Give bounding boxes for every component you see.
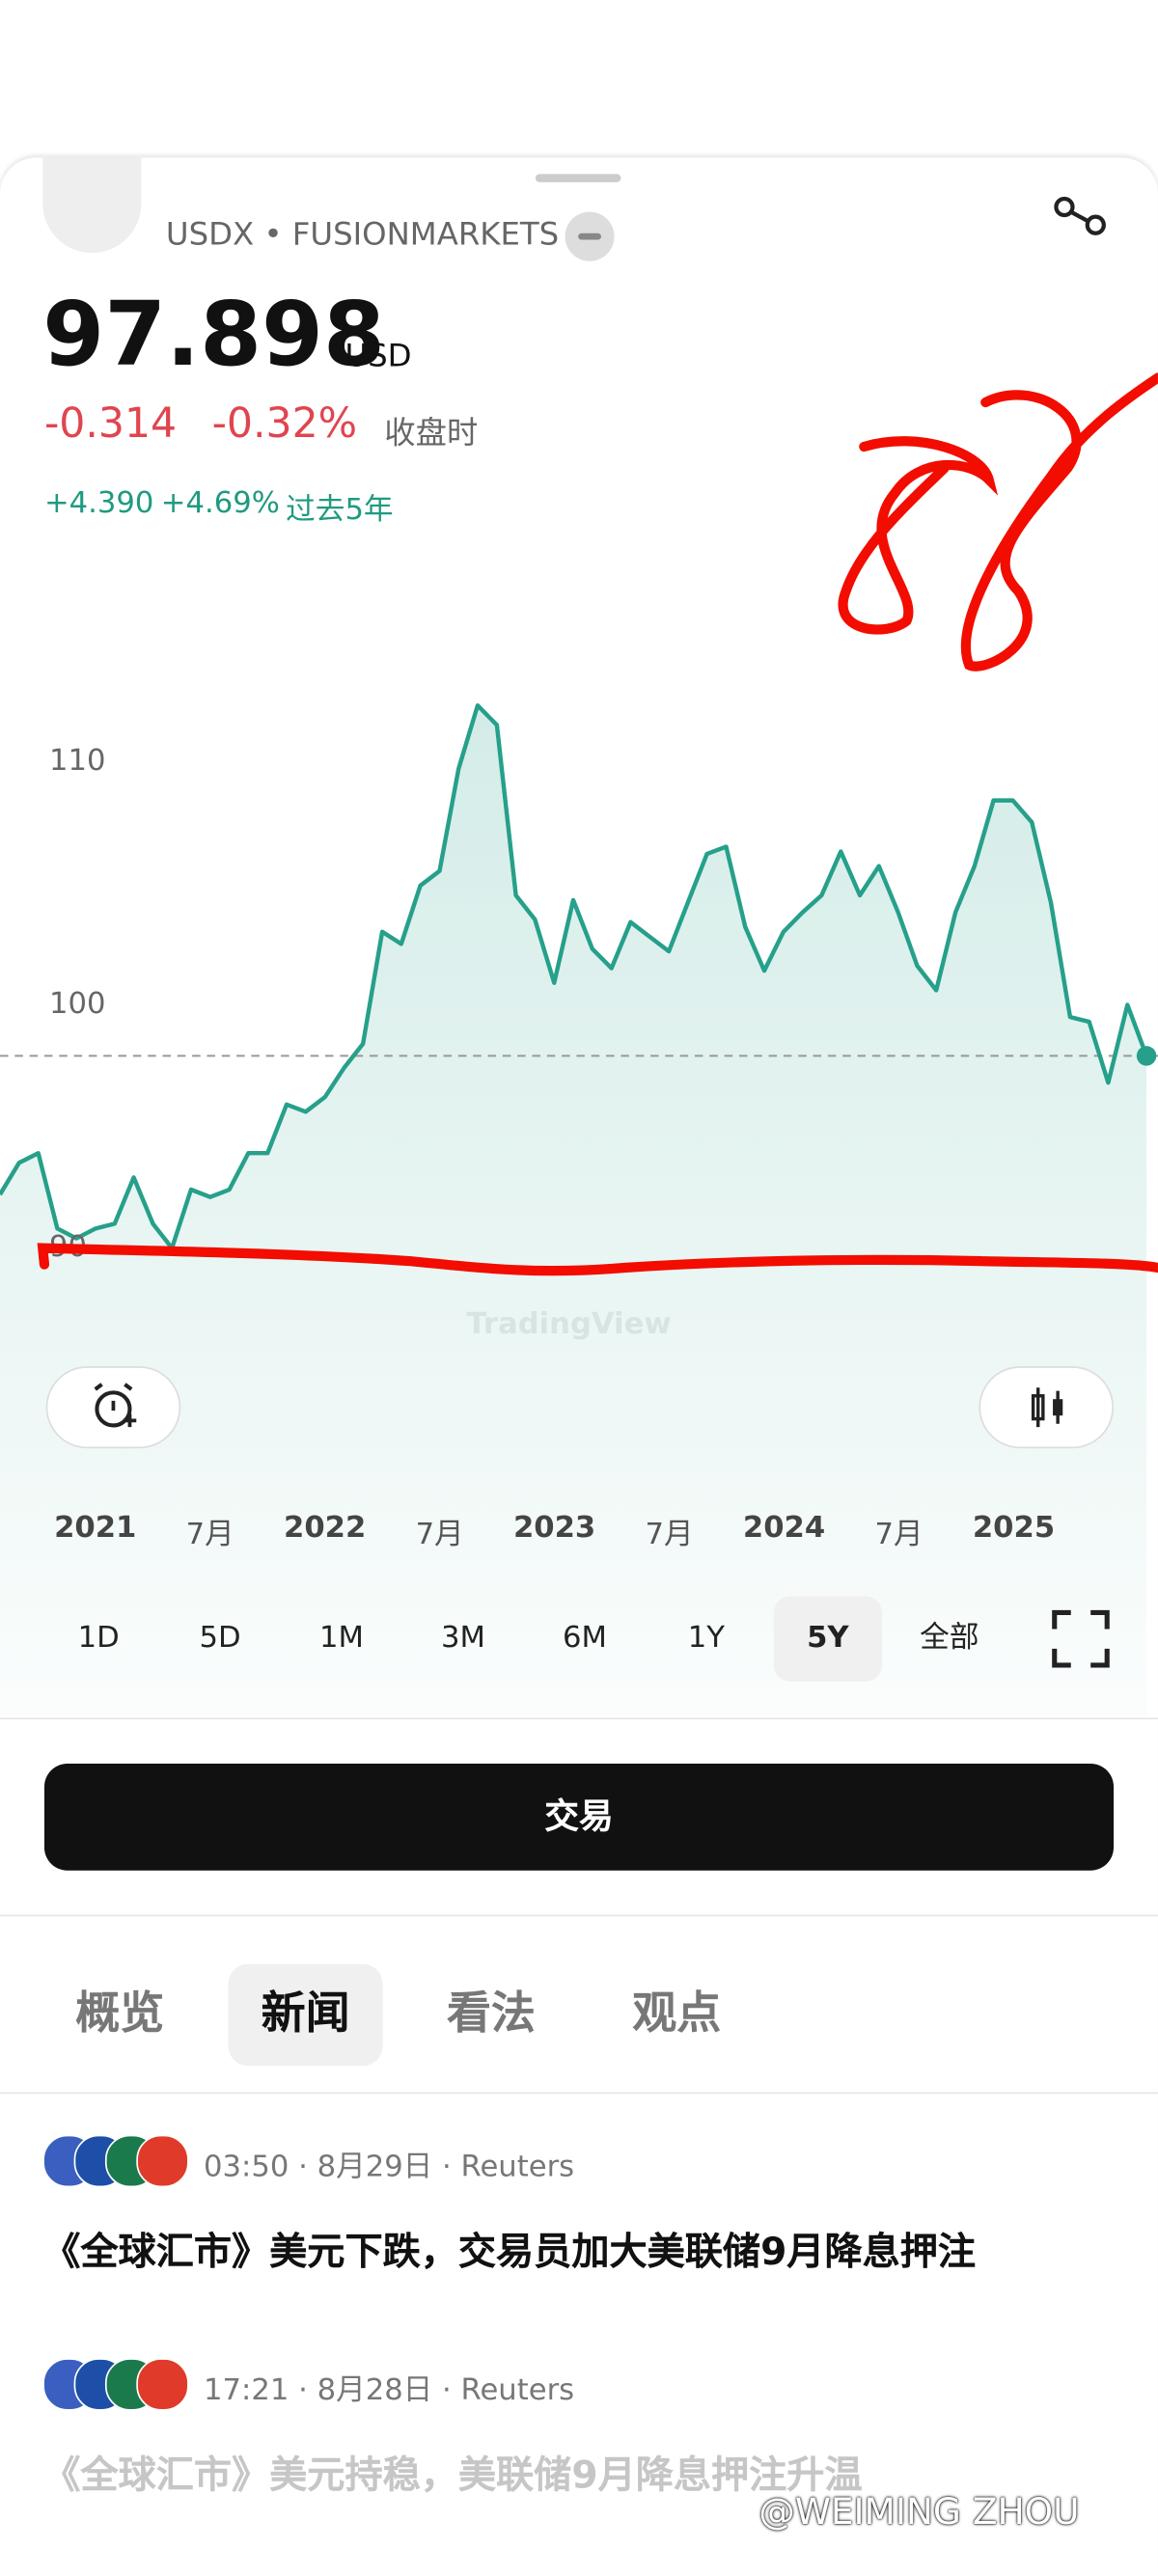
divider [0,1717,1158,1720]
x-tick-label: 2022 [284,1510,367,1546]
change-percent: -0.32% [211,398,358,447]
chart-watermark: TradingView [466,1306,672,1342]
period: 过去5年 [286,492,394,528]
x-tick-label: 2025 [972,1510,1056,1546]
price-chart: 90 100 110 [0,703,1158,1716]
fullscreen-button[interactable] [1051,1609,1110,1668]
x-tick-label: 2023 [512,1510,596,1546]
x-tick-label: 7月 [415,1517,464,1552]
flag-icons [42,2134,190,2188]
logo [42,157,142,254]
flag-icons [42,2358,190,2411]
symbol: USDX • FUSIONMARKETS [165,216,560,254]
x-tick-label: 2024 [742,1510,826,1546]
news-meta: 03:50 · 8月29日 · Reuters [204,2150,575,2184]
news-headline[interactable]: 《全球汇市》美元下跌，交易员加大美联储9月降息押注 [42,2232,977,2275]
range-button[interactable]: 全部 [920,1620,979,1656]
news-meta: 17:21 · 8月28日 · Reuters [204,2372,575,2408]
x-tick-label: 7月 [874,1517,924,1552]
tab[interactable]: 新闻 [228,1963,383,2067]
drag-handle[interactable] [535,174,621,182]
period-change: +4.390 [43,485,154,521]
range-button[interactable]: 1Y [687,1620,725,1656]
change: -0.314 [43,398,178,447]
alert-button[interactable] [45,1366,181,1449]
tab[interactable]: 看法 [446,1988,536,2041]
divider [0,1914,1158,1917]
x-tick-label: 2021 [54,1510,137,1546]
status-badge [565,211,615,261]
watermark: @WEIMING ZHOU [758,2492,1080,2535]
range-button[interactable]: 3M [441,1620,485,1656]
currency: USD [345,338,412,375]
chart-type-button[interactable] [979,1366,1115,1449]
range-button[interactable]: 5Y [773,1596,883,1682]
x-tick-label: 7月 [185,1517,234,1552]
range-button[interactable]: 1D [77,1620,120,1656]
tab[interactable]: 观点 [632,1988,722,2041]
news-headline[interactable]: 《全球汇市》美元持稳，美联储9月降息押注升温 [42,2454,863,2498]
y-tick-label: 110 [49,744,105,778]
period-change-percent: +4.69% [160,485,280,521]
y-tick-label: 90 [49,1230,87,1264]
range-button[interactable]: 1M [319,1620,364,1656]
divider [0,2092,1158,2095]
flag [136,2134,189,2188]
tab[interactable]: 概览 [75,1988,165,2041]
x-tick-label: 7月 [645,1517,694,1552]
session: 收盘时 [384,415,479,452]
line [0,703,1149,1250]
price: 97.898 [42,282,385,386]
flag [136,2358,189,2411]
range-button[interactable]: 6M [562,1620,607,1656]
area [0,705,1147,1716]
last-point [1136,1046,1157,1066]
trade-button[interactable]: 交易 [43,1764,1115,1871]
range-button[interactable]: 5D [199,1620,241,1656]
y-tick-label: 100 [49,987,105,1021]
compare-icon[interactable] [1051,194,1110,240]
